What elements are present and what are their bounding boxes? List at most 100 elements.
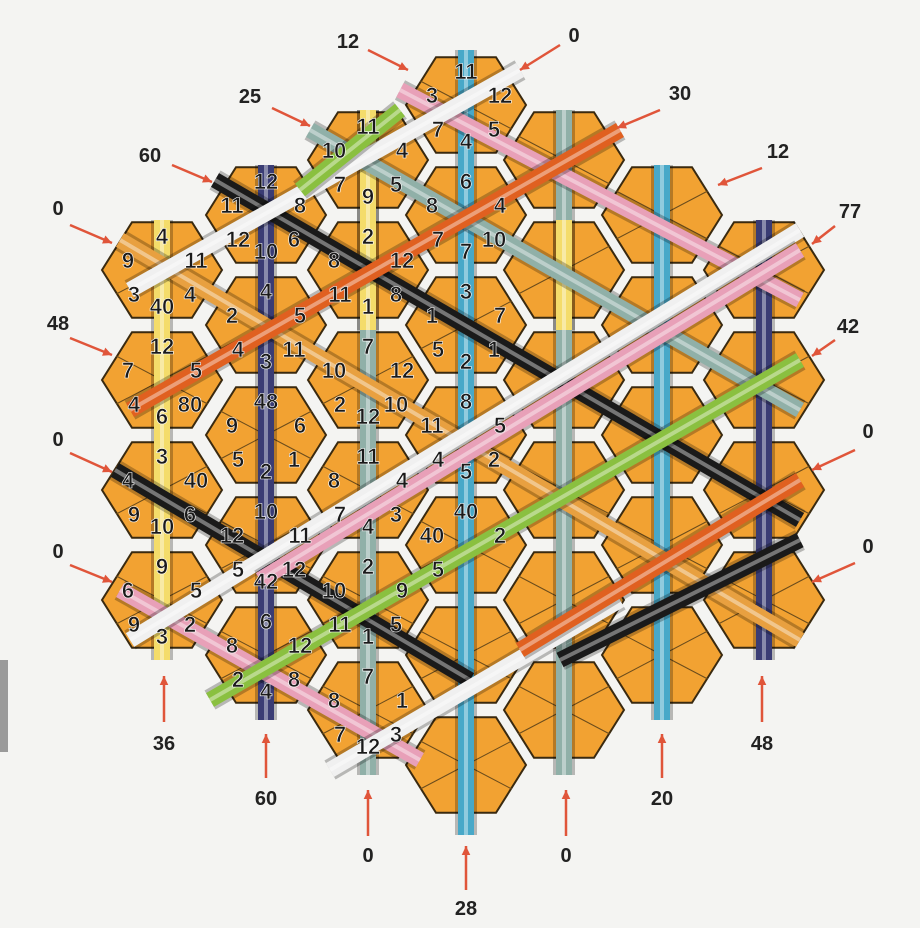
tile-number: 8 <box>226 633 238 658</box>
diag-pipe-sage-highlight <box>309 128 801 412</box>
diag-pipe-black-highlight <box>213 178 802 522</box>
tile-number: 5 <box>390 612 402 637</box>
tile-number: 6 <box>288 227 300 252</box>
score-top-right-h-label: 0 <box>568 25 579 47</box>
tile-number: 9 <box>226 413 238 438</box>
score-top-right-k-label: 77 <box>839 201 861 223</box>
tile-number: 8 <box>426 193 438 218</box>
diag-pipe-sage <box>306 123 804 417</box>
tile-number: 3 <box>390 722 402 747</box>
score-top-left-d-arrow-head <box>102 235 112 244</box>
tile-number: 4 <box>122 468 135 493</box>
tile-number: 10 <box>482 227 506 252</box>
tile-number: 48 <box>254 389 278 414</box>
tile-number: 12 <box>220 523 244 548</box>
diag-pipe-white-highlight <box>128 228 802 642</box>
score-top-right-k-arrow-head <box>812 235 822 244</box>
score-bottom-o-label: 36 <box>153 733 175 755</box>
tile-number: 42 <box>254 569 278 594</box>
tile-number: 1 <box>488 337 500 362</box>
tile-number: 1 <box>362 294 374 319</box>
tile-number: 2 <box>494 523 506 548</box>
score-top-right-i-arrow-head <box>617 120 627 129</box>
score-top-right-j-arrow-head <box>718 177 728 186</box>
tile-number: 12 <box>288 633 312 658</box>
tile-number: 11 <box>420 413 443 438</box>
diag-pipe-orange-2-highlight <box>518 478 802 652</box>
diag-pipe-green <box>206 353 804 707</box>
tile-number: 2 <box>226 303 238 328</box>
tile-number: 6 <box>460 169 472 194</box>
tile-number: 2 <box>460 349 472 374</box>
tile-number: 5 <box>488 117 500 142</box>
score-top-right-m-label: 0 <box>862 421 873 443</box>
tile-number: 4 <box>184 282 197 307</box>
tile-number: 10 <box>254 499 278 524</box>
diag-pipe-black-2 <box>110 463 475 687</box>
score-top-right-i-label: 30 <box>669 83 691 105</box>
side-tab <box>0 660 8 752</box>
tile-number: 2 <box>334 392 346 417</box>
tile-number: 4 <box>396 468 409 493</box>
tile-number: 7 <box>432 117 444 142</box>
score-top-right-j-label: 12 <box>767 141 789 163</box>
tile-number: 3 <box>156 444 168 469</box>
tile-number: 8 <box>328 688 340 713</box>
tile-number: 8 <box>460 389 472 414</box>
tile-number: 9 <box>122 248 134 273</box>
tile-number: 4 <box>460 129 473 154</box>
tile-number: 12 <box>254 169 278 194</box>
diag-pipe-black-3 <box>556 532 804 668</box>
tile-number: 10 <box>322 358 346 383</box>
score-top-right-n-arrow-head <box>812 574 822 583</box>
tile-number: 11 <box>220 193 243 218</box>
tile-number: 11 <box>356 444 379 469</box>
tile-number: 5 <box>190 358 202 383</box>
tile-number: 12 <box>356 404 380 429</box>
score-bottom-o-arrow-head <box>159 676 169 685</box>
diag-pipe-pink-3-highlight <box>258 248 802 582</box>
tile-number: 80 <box>178 392 202 417</box>
tile-number: 3 <box>390 502 402 527</box>
tile-number: 5 <box>190 578 202 603</box>
tile-number: 4 <box>396 138 409 163</box>
score-bottom-s-arrow-head <box>561 790 571 799</box>
tile-number: 4 <box>156 224 169 249</box>
tile-number: 7 <box>334 722 346 747</box>
score-top-right-l-label: 42 <box>837 316 859 338</box>
tile-number: 4 <box>432 447 445 472</box>
tile-number: 2 <box>488 447 500 472</box>
diag-pipe-white <box>125 223 805 647</box>
score-bottom-q-label: 0 <box>362 845 373 867</box>
score-bottom-r-label: 28 <box>455 898 477 920</box>
tile-number: 1 <box>362 624 374 649</box>
tile-number: 8 <box>328 248 340 273</box>
score-bottom-s-label: 0 <box>560 845 571 867</box>
tile-number: 11 <box>328 612 351 637</box>
tile-number: 5 <box>232 557 244 582</box>
score-top-left-f-arrow-head <box>102 464 112 473</box>
tile-number: 5 <box>494 413 506 438</box>
diag-pipe-white-3-highlight <box>328 598 622 772</box>
tile-number: 10 <box>384 392 408 417</box>
diag-pipe-green-2 <box>295 103 405 197</box>
tile-number: 40 <box>420 523 444 548</box>
score-top-left-c-label: 60 <box>139 145 161 167</box>
score-bottom-u-arrow-head <box>757 676 767 685</box>
score-bottom-u-label: 48 <box>751 733 773 755</box>
score-bottom-p-label: 60 <box>255 788 277 810</box>
tile-number: 2 <box>232 667 244 692</box>
tile-number: 11 <box>454 59 477 84</box>
score-top-left-f-label: 0 <box>52 429 63 451</box>
tile-number: 9 <box>156 554 168 579</box>
tile-number: 5 <box>432 337 444 362</box>
score-bottom-p-arrow-head <box>261 734 271 743</box>
tile-number: 4 <box>260 279 273 304</box>
tile-number: 2 <box>184 612 196 637</box>
score-top-right-n-label: 0 <box>862 536 873 558</box>
score-top-right-h-arrow-head <box>520 61 530 70</box>
tile-number: 7 <box>334 172 346 197</box>
score-top-right-m-arrow-head <box>812 462 822 471</box>
